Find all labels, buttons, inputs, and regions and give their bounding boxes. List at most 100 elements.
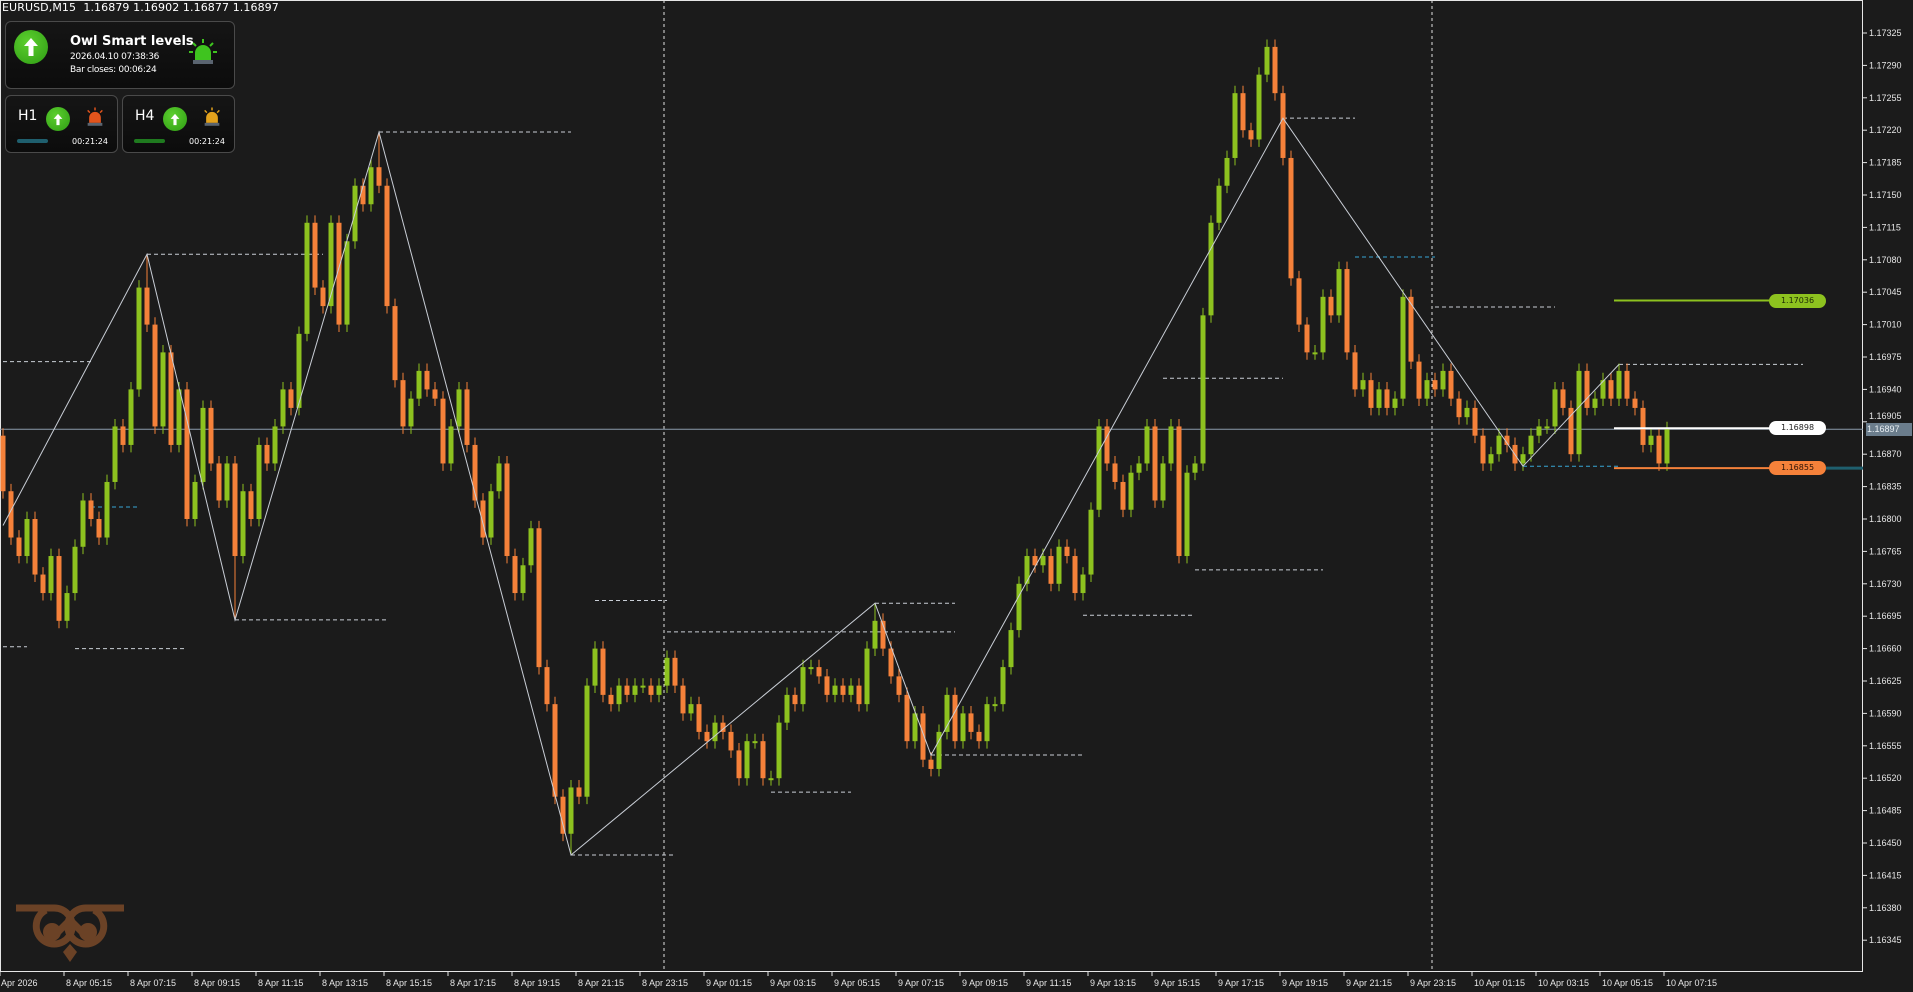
candle-body bbox=[456, 389, 462, 427]
candle-body bbox=[1200, 315, 1206, 464]
candle-body bbox=[272, 426, 278, 464]
candle-body bbox=[368, 167, 374, 205]
candle-body bbox=[1384, 389, 1390, 408]
candle-body bbox=[1064, 546, 1070, 557]
candle-body bbox=[1472, 407, 1478, 436]
candle-body bbox=[1456, 398, 1462, 418]
candle-body bbox=[664, 657, 670, 686]
candle-body bbox=[1584, 370, 1590, 408]
candle-body bbox=[640, 685, 646, 688]
y-axis-label: 1.17220 bbox=[1869, 125, 1902, 135]
candle-body bbox=[1288, 157, 1294, 279]
y-axis-label: 1.16695 bbox=[1869, 611, 1902, 621]
candle-body bbox=[304, 222, 310, 334]
candle-body bbox=[896, 676, 902, 695]
x-axis-label: 8 Apr 07:15 bbox=[130, 978, 176, 988]
y-axis-label: 1.16590 bbox=[1869, 708, 1902, 718]
candle-body bbox=[1264, 46, 1270, 75]
y-axis-label: 1.16415 bbox=[1869, 870, 1902, 880]
candle-body bbox=[1128, 472, 1134, 510]
candle-body bbox=[360, 185, 366, 205]
candle-body bbox=[1568, 407, 1574, 455]
x-axis-label: 8 Apr 11:15 bbox=[258, 978, 303, 988]
arrow-up-icon bbox=[163, 107, 187, 131]
candle-body bbox=[1144, 426, 1150, 464]
candle-body bbox=[392, 306, 398, 381]
candle-body bbox=[1208, 222, 1214, 316]
candle-body bbox=[1440, 370, 1446, 390]
candle-body bbox=[1120, 481, 1126, 510]
candle-body bbox=[1032, 556, 1038, 566]
candle-body bbox=[464, 389, 470, 445]
candle-body bbox=[72, 546, 78, 594]
candle-body bbox=[1016, 583, 1022, 631]
candle-body bbox=[1176, 426, 1182, 557]
candle-body bbox=[104, 481, 110, 538]
candle-body bbox=[680, 685, 686, 714]
x-axis-label: 9 Apr 05:15 bbox=[834, 978, 880, 988]
candle-body bbox=[520, 565, 526, 594]
candle-body bbox=[1256, 74, 1262, 140]
y-axis-label: 1.16800 bbox=[1869, 514, 1902, 524]
y-axis-label: 1.16940 bbox=[1869, 384, 1902, 394]
candle-body bbox=[64, 593, 70, 621]
y-axis-label: 1.16660 bbox=[1869, 644, 1902, 654]
candle-body bbox=[792, 694, 798, 705]
candle-body bbox=[1088, 509, 1094, 575]
h4-timer: 00:21:24 bbox=[189, 137, 225, 146]
candle-body bbox=[968, 713, 974, 732]
candle-body bbox=[1408, 296, 1414, 362]
candle-body bbox=[768, 778, 774, 781]
candle-body bbox=[584, 685, 590, 797]
y-axis-label: 1.16555 bbox=[1869, 741, 1902, 751]
candle-body bbox=[1312, 352, 1318, 355]
y-axis-label: 1.16625 bbox=[1869, 676, 1902, 686]
candle-body bbox=[424, 370, 430, 390]
candle-body bbox=[816, 667, 822, 677]
candle-body bbox=[1544, 426, 1550, 429]
candle-body bbox=[1576, 370, 1582, 455]
y-axis-label: 1.16730 bbox=[1869, 579, 1902, 589]
candle-body bbox=[1432, 380, 1438, 390]
candle-body bbox=[976, 731, 982, 742]
current-price-label: 1.16897 bbox=[1866, 423, 1912, 437]
candle-body bbox=[800, 667, 806, 705]
candle-body bbox=[384, 185, 390, 307]
owl-smart-levels-panel[interactable]: Owl Smart levels 2026.04.10 07:38:36 Bar… bbox=[5, 21, 235, 89]
candle-body bbox=[1272, 46, 1278, 94]
candle-body bbox=[1648, 435, 1654, 445]
x-axis-label: 8 Apr 09:15 bbox=[194, 978, 240, 988]
h4-panel[interactable]: H4 00:21:24 bbox=[122, 95, 235, 153]
x-axis-label: 9 Apr 11:15 bbox=[1026, 978, 1071, 988]
candle-body bbox=[1624, 370, 1630, 399]
candle-body bbox=[0, 435, 6, 492]
candle-body bbox=[312, 222, 318, 288]
y-axis-label: 1.16870 bbox=[1869, 449, 1902, 459]
y-axis-label: 1.16380 bbox=[1869, 903, 1902, 913]
candle-body bbox=[1392, 398, 1398, 408]
candle-body bbox=[1664, 429, 1670, 464]
candle-body bbox=[1160, 463, 1166, 501]
candle-body bbox=[1328, 296, 1334, 316]
arrow-up-icon bbox=[14, 30, 48, 64]
y-axis-label: 1.17255 bbox=[1869, 93, 1902, 103]
candle-body bbox=[496, 463, 502, 492]
candle-body bbox=[1080, 574, 1086, 594]
smart-level-pill: 1.17036 bbox=[1769, 293, 1826, 308]
candle-body bbox=[320, 287, 326, 307]
y-axis-label: 1.17115 bbox=[1869, 222, 1901, 232]
candle-body bbox=[1480, 435, 1486, 464]
candle-body bbox=[728, 731, 734, 751]
x-axis-label: 8 Apr 15:15 bbox=[386, 978, 432, 988]
candle-body bbox=[240, 491, 246, 557]
h1-panel[interactable]: H1 00:21:24 bbox=[5, 95, 118, 153]
candle-body bbox=[232, 463, 238, 557]
y-axis-label: 1.17185 bbox=[1869, 158, 1902, 168]
candle-body bbox=[112, 426, 118, 482]
candle-body bbox=[632, 685, 638, 695]
candle-body bbox=[136, 287, 142, 390]
candle-body bbox=[1168, 426, 1174, 464]
candle-body bbox=[544, 667, 550, 705]
candle-body bbox=[856, 685, 862, 705]
